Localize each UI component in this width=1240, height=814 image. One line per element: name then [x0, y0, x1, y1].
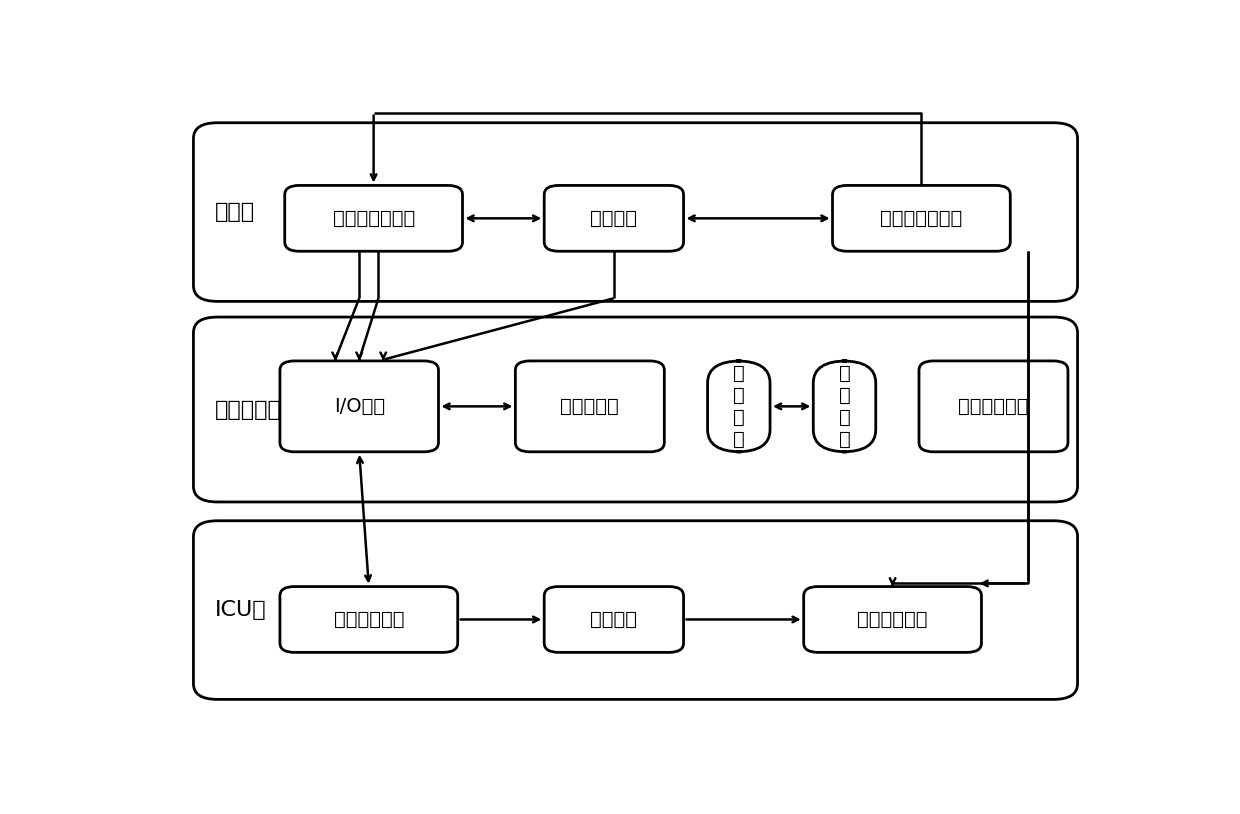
FancyBboxPatch shape [516, 361, 665, 452]
FancyBboxPatch shape [193, 317, 1078, 502]
Text: 感知信息输入: 感知信息输入 [334, 610, 404, 629]
Text: 仿真平台: 仿真平台 [590, 209, 637, 228]
FancyBboxPatch shape [919, 361, 1068, 452]
Text: 数据传输层: 数据传输层 [215, 400, 281, 419]
FancyBboxPatch shape [708, 361, 770, 452]
Text: I/O接口: I/O接口 [334, 397, 384, 416]
Text: 交通流仿真软件: 交通流仿真软件 [880, 209, 962, 228]
FancyBboxPatch shape [193, 123, 1078, 301]
Text: 测试管理工具: 测试管理工具 [959, 397, 1029, 416]
FancyBboxPatch shape [544, 587, 683, 652]
FancyBboxPatch shape [280, 361, 439, 452]
FancyBboxPatch shape [832, 186, 1011, 252]
Text: 硬
件
部
分: 硬 件 部 分 [733, 364, 745, 449]
FancyBboxPatch shape [193, 521, 1078, 699]
Text: 仿真层: 仿真层 [215, 202, 254, 222]
FancyBboxPatch shape [813, 361, 875, 452]
FancyBboxPatch shape [280, 587, 458, 652]
Text: 汽车动力学模型: 汽车动力学模型 [332, 209, 414, 228]
Text: 软
件
部
分: 软 件 部 分 [838, 364, 851, 449]
Text: 实时处理器: 实时处理器 [560, 397, 619, 416]
Text: ICU层: ICU层 [215, 600, 267, 620]
Text: 决策模块: 决策模块 [590, 610, 637, 629]
FancyBboxPatch shape [544, 186, 683, 252]
FancyBboxPatch shape [804, 587, 982, 652]
FancyBboxPatch shape [285, 186, 463, 252]
Text: 控制信息输出: 控制信息输出 [857, 610, 928, 629]
